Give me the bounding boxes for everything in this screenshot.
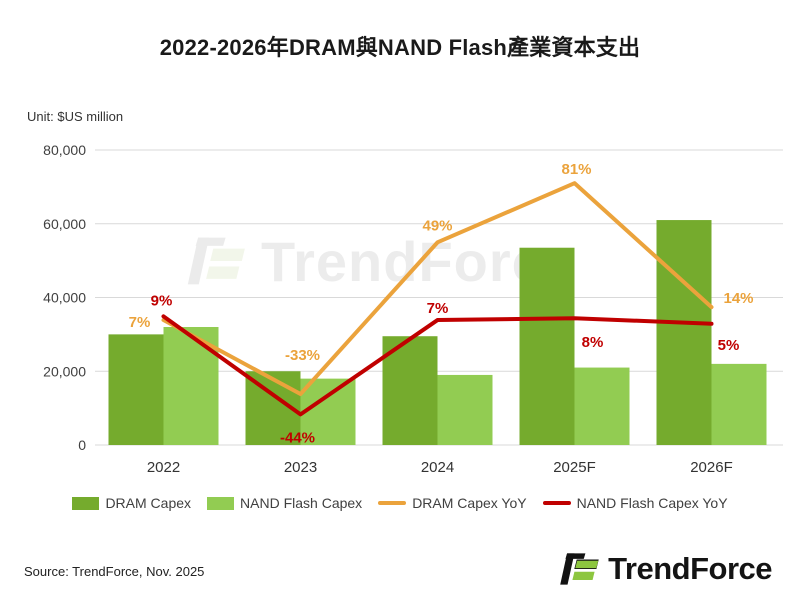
legend-item-dram-capex: DRAM Capex bbox=[72, 495, 191, 511]
legend-label: NAND Flash Capex YoY bbox=[576, 495, 728, 511]
svg-text:-44%: -44% bbox=[280, 429, 315, 446]
trendforce-logo: TrendForce bbox=[557, 547, 772, 591]
svg-text:80,000: 80,000 bbox=[43, 142, 86, 158]
unit-label: Unit: $US million bbox=[27, 109, 124, 124]
svg-text:7%: 7% bbox=[427, 300, 449, 317]
svg-text:49%: 49% bbox=[422, 217, 452, 234]
nand-capex-swatch bbox=[207, 496, 235, 510]
legend-item-nand-capex: NAND Flash Capex bbox=[207, 495, 362, 511]
svg-text:81%: 81% bbox=[561, 161, 591, 178]
svg-text:-33%: -33% bbox=[285, 347, 320, 364]
svg-text:60,000: 60,000 bbox=[43, 216, 86, 232]
legend-item-dram-yoy: DRAM Capex YoY bbox=[378, 495, 527, 511]
svg-text:7%: 7% bbox=[129, 314, 151, 331]
dram-capex-swatch bbox=[72, 496, 100, 510]
svg-text:2024: 2024 bbox=[421, 459, 454, 476]
page-title: 2022-2026年DRAM與NAND Flash產業資本支出 bbox=[159, 35, 641, 60]
svg-text:9%: 9% bbox=[151, 292, 173, 309]
legend-label: DRAM Capex bbox=[105, 495, 192, 511]
trendforce-logo-text: TrendForce bbox=[608, 551, 772, 586]
nand-yoy-swatch bbox=[542, 501, 571, 505]
capex-combo-chart: 0 20,000 40,000 60,000 80,000 2022 2023 2024 202… bbox=[43, 142, 783, 476]
svg-text:20,000: 20,000 bbox=[43, 363, 86, 379]
svg-text:2022: 2022 bbox=[147, 459, 180, 476]
svg-text:2025F: 2025F bbox=[553, 459, 596, 476]
legend-label: NAND Flash Capex bbox=[240, 495, 363, 511]
svg-text:8%: 8% bbox=[582, 334, 604, 351]
dram-yoy-swatch bbox=[378, 501, 407, 505]
svg-text:2026F: 2026F bbox=[690, 459, 733, 476]
source-note: Source: TrendForce, Nov. 2025 bbox=[24, 564, 205, 579]
legend-item-nand-yoy: NAND Flash Capex YoY bbox=[542, 495, 728, 511]
svg-text:40,000: 40,000 bbox=[43, 290, 86, 306]
chart-legend: DRAM Capex NAND Flash Capex DRAM Capex Y… bbox=[0, 495, 800, 511]
svg-text:0: 0 bbox=[78, 437, 86, 453]
svg-text:14%: 14% bbox=[723, 290, 753, 307]
trendforce-logo-icon bbox=[560, 553, 599, 585]
svg-text:5%: 5% bbox=[718, 337, 740, 354]
svg-text:2023: 2023 bbox=[284, 459, 317, 476]
legend-label: DRAM Capex YoY bbox=[412, 495, 527, 511]
